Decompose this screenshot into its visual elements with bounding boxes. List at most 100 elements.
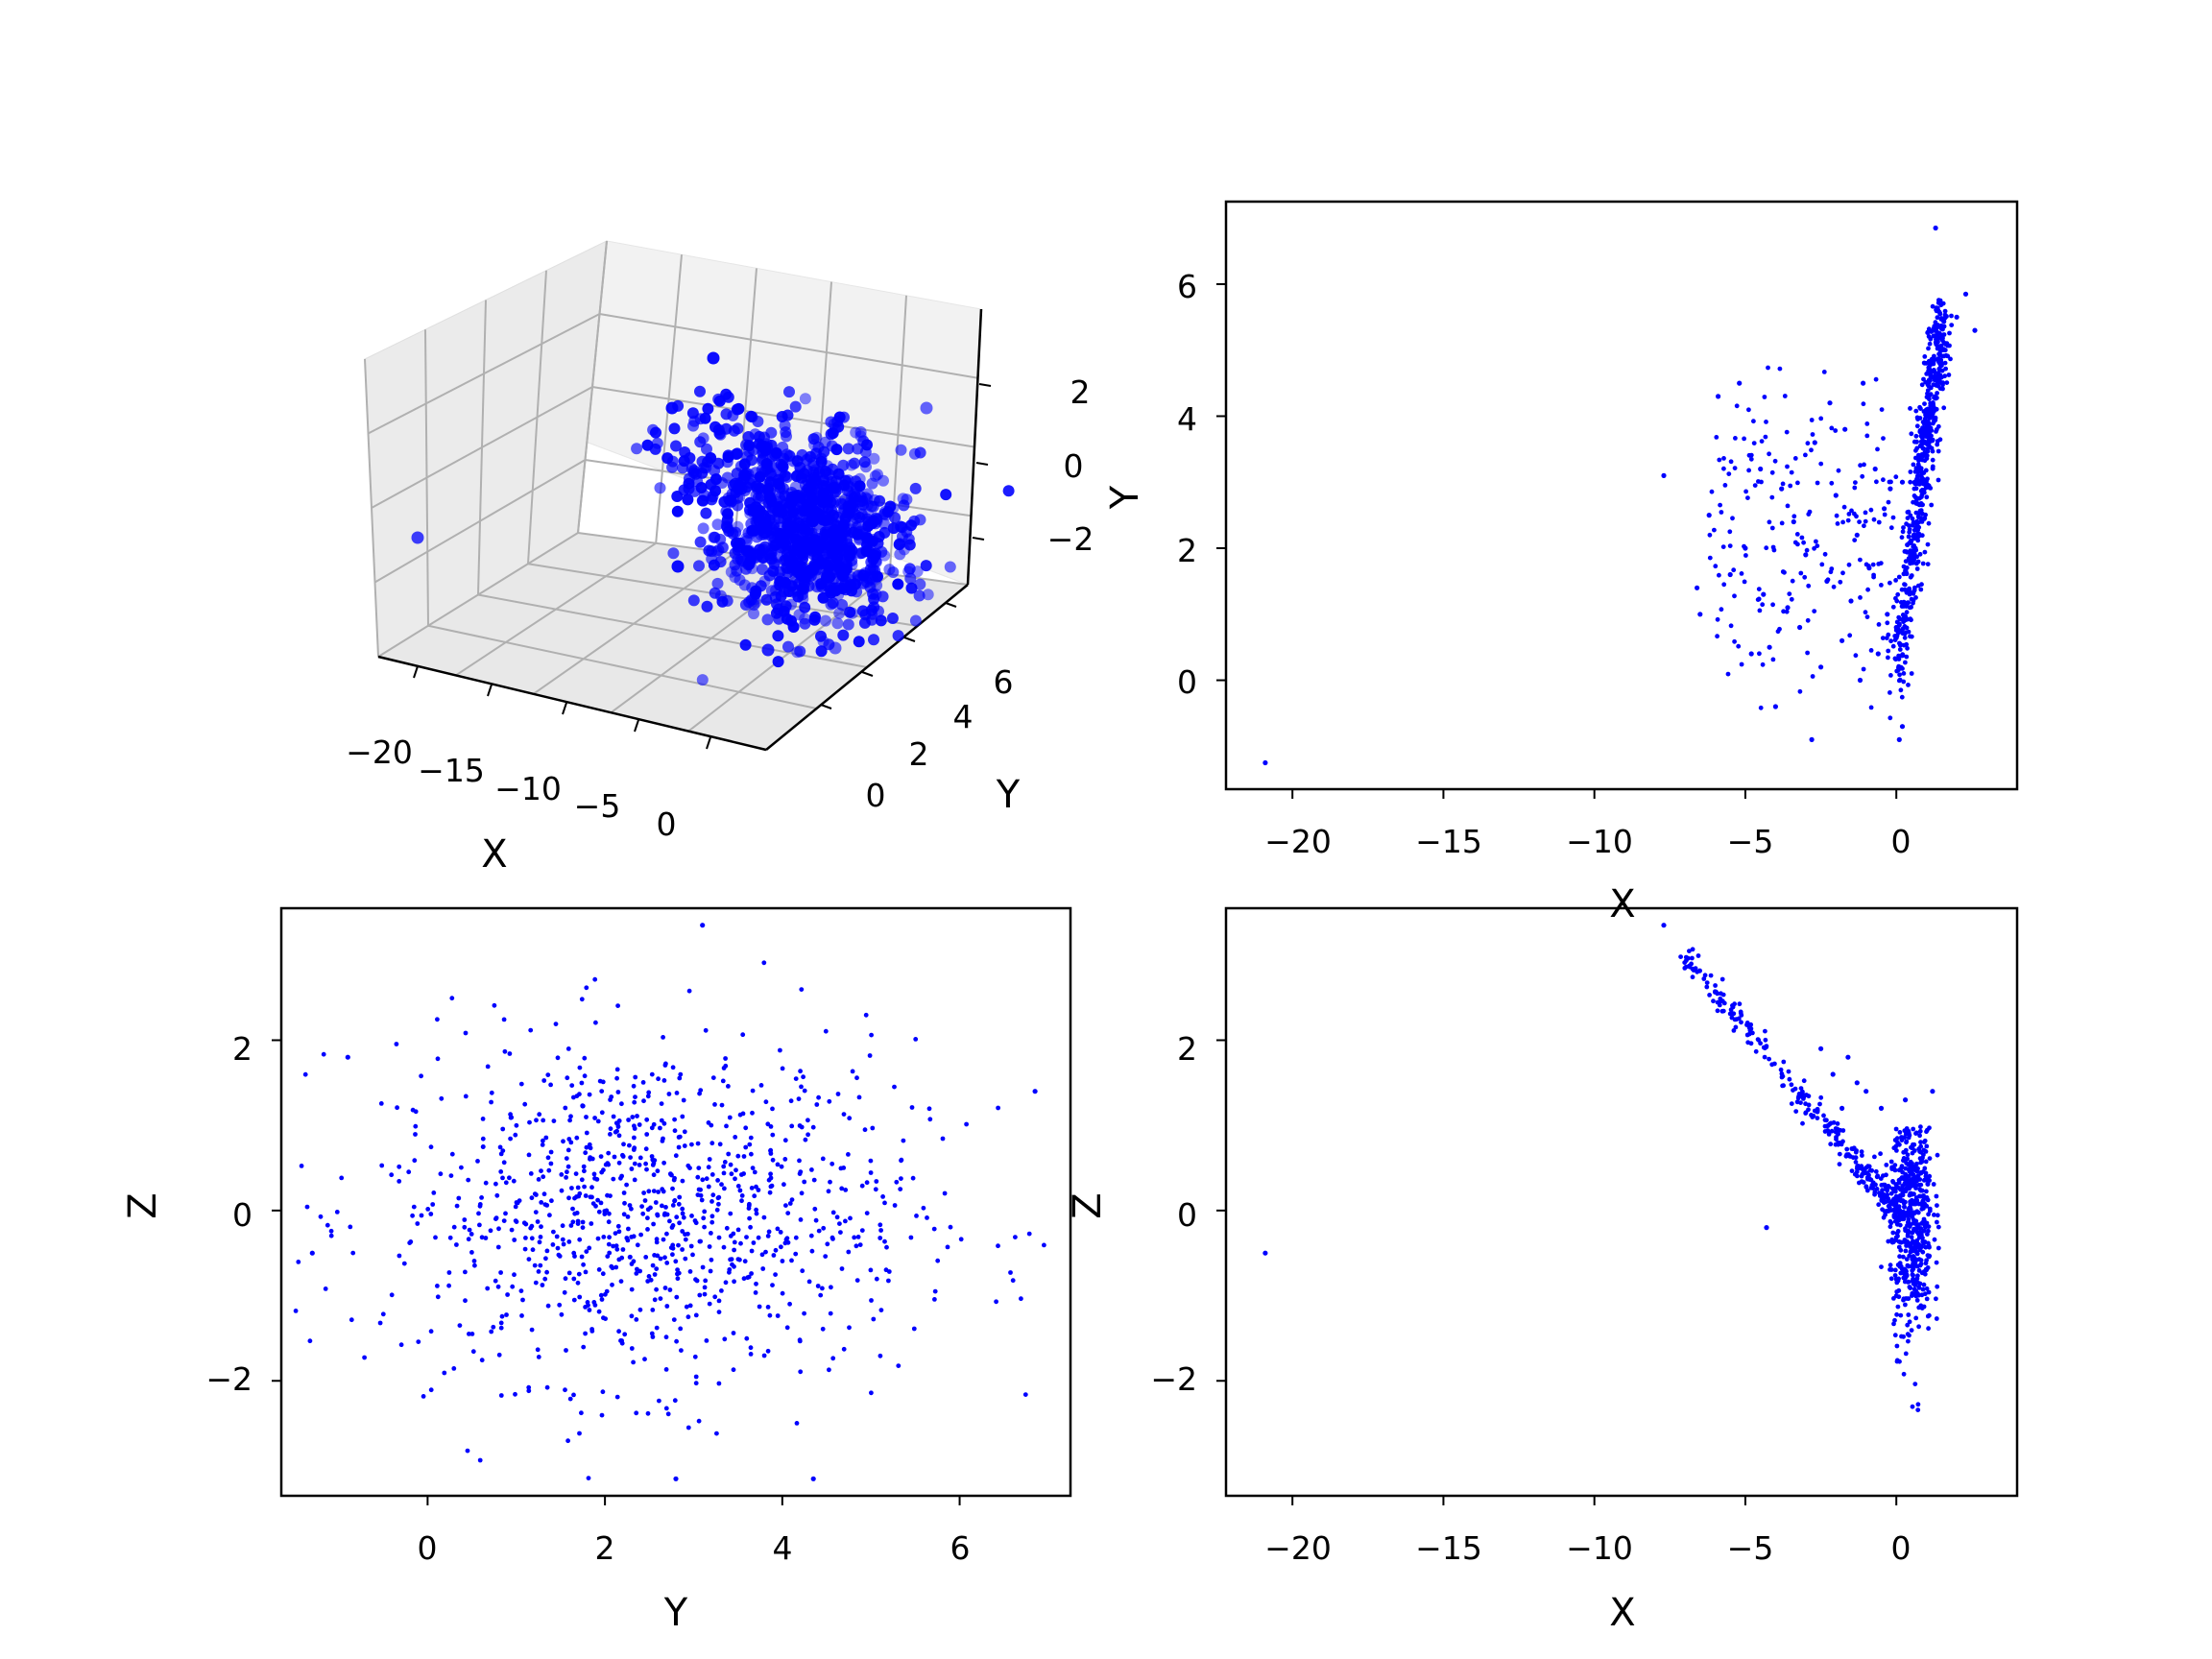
data-point (1917, 429, 1923, 435)
data-point (712, 544, 725, 557)
data-point (1894, 1289, 1900, 1294)
data-point (529, 1327, 535, 1333)
data-point (758, 1083, 764, 1088)
data-point (932, 1297, 937, 1302)
yz-xtick-label: 0 (418, 1529, 438, 1567)
data-point (1928, 434, 1934, 440)
data-point (500, 1126, 506, 1132)
data-point (397, 1164, 402, 1169)
data-point (539, 1168, 543, 1173)
data-point (756, 1235, 761, 1240)
data-point (477, 1457, 483, 1463)
data-point (1809, 418, 1815, 422)
data-point (598, 1292, 604, 1298)
data-point (579, 1080, 585, 1086)
data-point (712, 1294, 718, 1300)
data-point (1936, 1245, 1941, 1251)
data-point (612, 1154, 617, 1160)
data-point (768, 1184, 774, 1190)
data-point (825, 598, 837, 611)
data-point (1008, 1270, 1013, 1275)
data-point (1941, 353, 1947, 359)
data-point (1728, 459, 1734, 465)
data-point (805, 1118, 810, 1123)
data-point (1728, 623, 1734, 629)
data-point (1918, 478, 1924, 484)
data-point (677, 462, 689, 474)
data-point (362, 1355, 367, 1360)
data-point (707, 351, 720, 365)
data-point (846, 1152, 851, 1157)
data-point (1932, 1213, 1936, 1217)
x-tick (706, 736, 711, 750)
data-point (838, 1230, 843, 1235)
data-point (817, 554, 830, 565)
data-point (783, 1203, 788, 1208)
data-point (1910, 1240, 1915, 1245)
data-point (778, 1230, 783, 1235)
data-point (1936, 356, 1941, 361)
data-point (629, 1286, 635, 1292)
data-point (655, 1213, 661, 1218)
data-point (661, 452, 674, 465)
data-point (415, 1221, 421, 1226)
data-point (882, 1238, 887, 1244)
data-point (1905, 1152, 1911, 1158)
data-point (706, 1165, 711, 1170)
data-point (609, 1094, 614, 1099)
data-point (1906, 556, 1911, 562)
data-point (748, 1135, 754, 1141)
data-point (883, 564, 896, 576)
data-point (724, 1123, 729, 1129)
data-point (945, 1244, 950, 1250)
data-point (1844, 1146, 1850, 1152)
data-point (806, 1279, 812, 1285)
data-point (1922, 1166, 1928, 1171)
data-point (801, 484, 813, 496)
data-point (1878, 1105, 1885, 1111)
data-point (1693, 966, 1698, 971)
data-point (802, 1088, 807, 1094)
data-point (1913, 1186, 1918, 1190)
data-point (765, 1348, 771, 1354)
data-point (785, 1211, 791, 1215)
data-point (794, 492, 806, 504)
data-point (545, 1155, 551, 1161)
data-point (733, 1176, 737, 1182)
data-point (1936, 366, 1942, 372)
data-point (807, 433, 820, 445)
data-point (1882, 512, 1887, 517)
data-point (788, 1098, 794, 1104)
data-point (532, 1262, 538, 1268)
data-point (1731, 1028, 1737, 1033)
data-point (1868, 507, 1874, 513)
data-point (614, 1067, 620, 1072)
data-point (667, 1218, 672, 1224)
data-point (761, 1214, 767, 1220)
data-point (1936, 345, 1942, 349)
data-point (1912, 1382, 1918, 1386)
data-point (613, 1231, 618, 1236)
data-point (1755, 597, 1761, 602)
data-point (914, 446, 926, 459)
data-point (677, 1134, 683, 1140)
data-point (1916, 1324, 1921, 1330)
data-point (1814, 539, 1818, 544)
data-point (435, 1017, 440, 1022)
data-point (614, 1075, 619, 1081)
data-point (674, 1214, 680, 1220)
data-point (1879, 1183, 1885, 1188)
data-point (1721, 1000, 1727, 1006)
data-point (542, 1202, 548, 1207)
data-point (454, 1203, 460, 1209)
data-point (873, 605, 884, 617)
data-point (1894, 1343, 1900, 1349)
xz-xtick-label: −5 (1727, 1529, 1774, 1567)
data-point (565, 1046, 571, 1051)
data-point (1767, 1056, 1771, 1062)
data-point (1817, 1101, 1822, 1107)
data-point (498, 1320, 504, 1326)
data-point (1861, 1166, 1866, 1172)
data-point (1839, 1142, 1844, 1147)
